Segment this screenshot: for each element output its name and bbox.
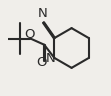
Text: O: O	[37, 56, 47, 69]
Text: N: N	[46, 52, 56, 65]
Text: N: N	[38, 7, 48, 20]
Text: O: O	[24, 28, 35, 41]
